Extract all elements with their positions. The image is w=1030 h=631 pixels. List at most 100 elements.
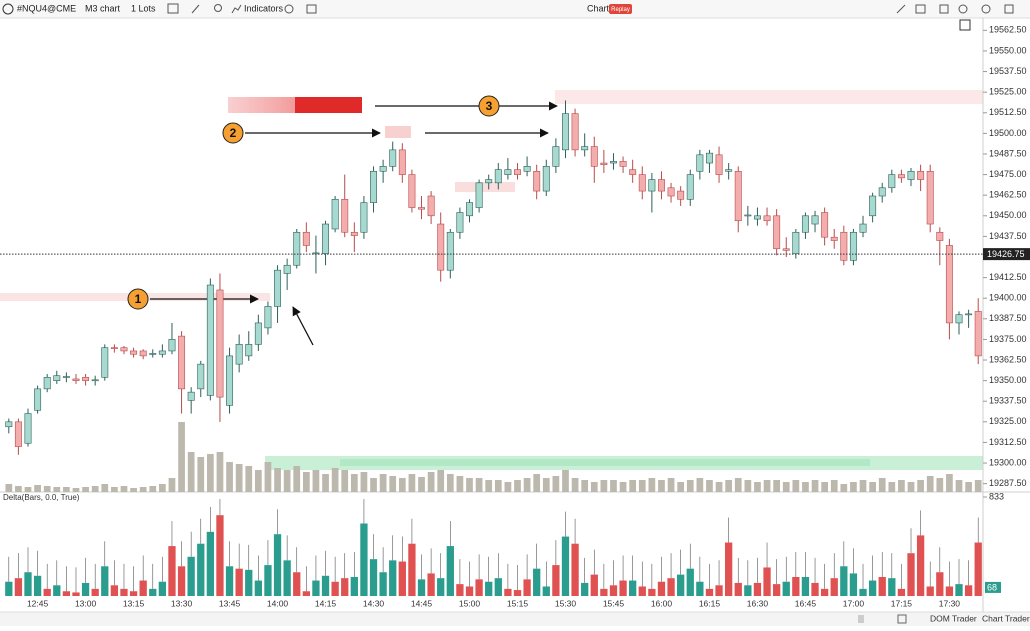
- delta-bar: [590, 574, 598, 596]
- candle-body: [283, 264, 291, 274]
- candle-body: [418, 207, 425, 210]
- volume-bar: [91, 486, 99, 492]
- volume-bar: [379, 474, 387, 492]
- delta-bar: [859, 588, 867, 596]
- delta-bar: [369, 559, 378, 596]
- delta-bar: [964, 585, 973, 596]
- x-tick-label: 15:45: [603, 598, 625, 608]
- circle-icon[interactable]: [958, 4, 968, 14]
- volume-bar: [418, 477, 425, 492]
- zoom-icon[interactable]: [214, 4, 222, 12]
- candle-body: [888, 174, 896, 189]
- candle-body: [792, 231, 800, 255]
- volume-bar: [427, 472, 435, 492]
- layout-icon[interactable]: [306, 4, 317, 14]
- camera-icon[interactable]: [915, 4, 926, 14]
- volume-bar: [206, 454, 214, 492]
- candle-body: [5, 421, 13, 428]
- logo-icon[interactable]: [2, 3, 14, 15]
- dom-trader-button[interactable]: DOM Trader: [930, 613, 977, 623]
- last-price-box: [983, 248, 1030, 261]
- candle-body: [753, 215, 761, 220]
- candle-body: [168, 339, 176, 352]
- candle-body: [869, 195, 877, 217]
- volume-bar: [542, 478, 550, 492]
- scroll-end-button[interactable]: [959, 19, 971, 31]
- candle-body: [82, 377, 90, 381]
- candle-body: [235, 344, 243, 365]
- x-tick-label: 16:30: [747, 598, 769, 608]
- y-tick-label: 19525.00: [989, 87, 1027, 97]
- volume-bar: [437, 470, 445, 492]
- heatmap: [0, 90, 983, 470]
- volume-bar: [53, 487, 61, 492]
- delta-bar: [581, 582, 589, 596]
- candle-body: [926, 170, 934, 225]
- replay-badge[interactable]: [609, 4, 632, 14]
- candle-body: [408, 174, 416, 208]
- delta-bar: [53, 585, 61, 596]
- delta-bar: [81, 582, 90, 596]
- candle-body: [53, 375, 61, 381]
- candle-body: [849, 231, 857, 261]
- y-tick-label: 19287.50: [989, 478, 1027, 488]
- candle-body: [322, 223, 330, 255]
- volume-bar: [744, 480, 752, 492]
- candle-body: [907, 170, 915, 180]
- y-tick-label: 19362.50: [989, 354, 1027, 364]
- volume-bar: [101, 484, 109, 492]
- delta-current-box: [985, 581, 1001, 593]
- fullscreen-icon[interactable]: [939, 4, 949, 14]
- indicators-icon[interactable]: [231, 4, 242, 14]
- volume-bar: [245, 466, 253, 492]
- delta-bar: [158, 581, 167, 596]
- template-icon[interactable]: [167, 3, 179, 14]
- volume-bar: [648, 478, 656, 492]
- delta-bar: [849, 573, 858, 596]
- heat-band: [385, 126, 411, 138]
- calendar-icon[interactable]: [897, 614, 907, 624]
- delta-bar: [129, 591, 138, 596]
- candle-body: [830, 236, 838, 241]
- x-tick-label: 15:30: [555, 598, 577, 608]
- candle-body: [705, 152, 713, 164]
- candle-body: [542, 166, 550, 192]
- volume-bar: [898, 480, 905, 492]
- tool-icon[interactable]: [896, 4, 906, 14]
- x-tick-label: 13:45: [219, 598, 241, 608]
- candle-body: [610, 161, 617, 164]
- y-tick-label: 19475.00: [989, 169, 1027, 179]
- candle-body: [629, 169, 637, 175]
- draw-icon[interactable]: [191, 4, 200, 14]
- volume-bar: [159, 484, 166, 492]
- annotation-label: 3: [486, 99, 493, 113]
- settings-icon[interactable]: [284, 4, 294, 14]
- window-icon[interactable]: [1004, 4, 1014, 14]
- delta-bar: [101, 566, 109, 596]
- delta-bar: [734, 582, 742, 596]
- candle-body: [43, 377, 51, 390]
- timeframe[interactable]: M3 chart: [85, 3, 121, 13]
- delta-bar: [216, 515, 224, 596]
- volume-bar: [82, 487, 89, 492]
- heat-band: [340, 459, 870, 466]
- lots[interactable]: 1 Lots: [131, 3, 156, 13]
- volume-bar: [696, 478, 704, 492]
- delta-bar: [955, 584, 963, 596]
- indicators-button[interactable]: Indicators: [244, 3, 284, 13]
- candle-body: [936, 231, 944, 241]
- chart-trader-button[interactable]: Chart Trader: [982, 613, 1030, 623]
- delta-bar: [302, 591, 310, 596]
- candle-body: [226, 355, 234, 406]
- candle-body: [187, 391, 195, 401]
- gear-icon[interactable]: [981, 4, 991, 14]
- volume-bar: [571, 478, 579, 492]
- candle-body: [965, 313, 973, 316]
- volume-bar: [523, 478, 531, 492]
- candle-body: [14, 421, 22, 447]
- toolbar: [0, 0, 1030, 18]
- replay-label[interactable]: Replay: [611, 7, 630, 13]
- symbol[interactable]: #NQU4@CME: [17, 3, 76, 13]
- delta-bar: [33, 575, 42, 596]
- scroll-handle[interactable]: [858, 615, 864, 623]
